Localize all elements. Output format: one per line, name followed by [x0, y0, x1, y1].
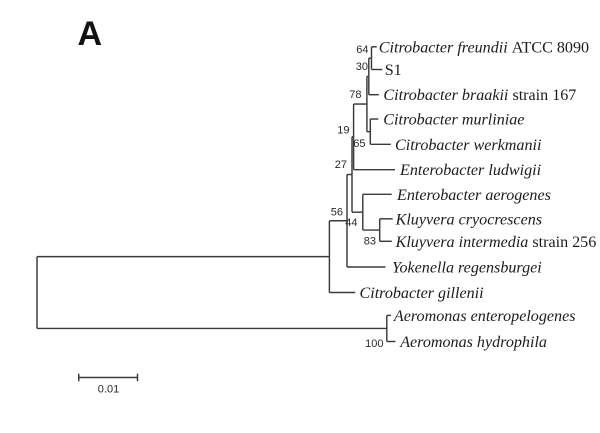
svg-text:S1: S1: [385, 62, 402, 79]
svg-text:100: 100: [365, 338, 383, 350]
svg-text:Enterobacter ludwigii: Enterobacter ludwigii: [399, 162, 541, 179]
svg-text:27: 27: [335, 159, 347, 171]
svg-text:Citrobacter murliniae: Citrobacter murliniae: [383, 112, 524, 129]
svg-text:Citrobacter werkmanii: Citrobacter werkmanii: [395, 137, 541, 154]
svg-text:Citrobacter gillenii: Citrobacter gillenii: [360, 285, 484, 302]
svg-text:Citrobacter freundii ATCC 8090: Citrobacter freundii ATCC 8090: [379, 39, 589, 56]
svg-text:83: 83: [364, 236, 376, 248]
svg-text:56: 56: [331, 207, 343, 219]
svg-text:78: 78: [349, 89, 361, 101]
svg-text:Kluyvera cryocrescens: Kluyvera cryocrescens: [395, 211, 542, 228]
svg-text:Aeromonas enteropelogenes: Aeromonas enteropelogenes: [393, 308, 576, 325]
svg-text:64: 64: [356, 44, 368, 56]
svg-text:Kluyvera intermedia strain 256: Kluyvera intermedia strain 256: [395, 234, 597, 251]
svg-text:30: 30: [356, 61, 368, 73]
svg-text:Citrobacter braakii strain 167: Citrobacter braakii strain 167: [383, 87, 576, 104]
svg-text:A: A: [78, 15, 103, 53]
svg-text:Aeromonas hydrophila: Aeromonas hydrophila: [399, 334, 547, 351]
svg-text:0.01: 0.01: [98, 384, 119, 396]
svg-text:Enterobacter aerogenes: Enterobacter aerogenes: [396, 187, 551, 204]
svg-text:44: 44: [345, 217, 357, 229]
svg-text:65: 65: [353, 138, 365, 150]
svg-text:19: 19: [337, 125, 349, 137]
svg-text:Yokenella regensburgei: Yokenella regensburgei: [392, 260, 542, 277]
